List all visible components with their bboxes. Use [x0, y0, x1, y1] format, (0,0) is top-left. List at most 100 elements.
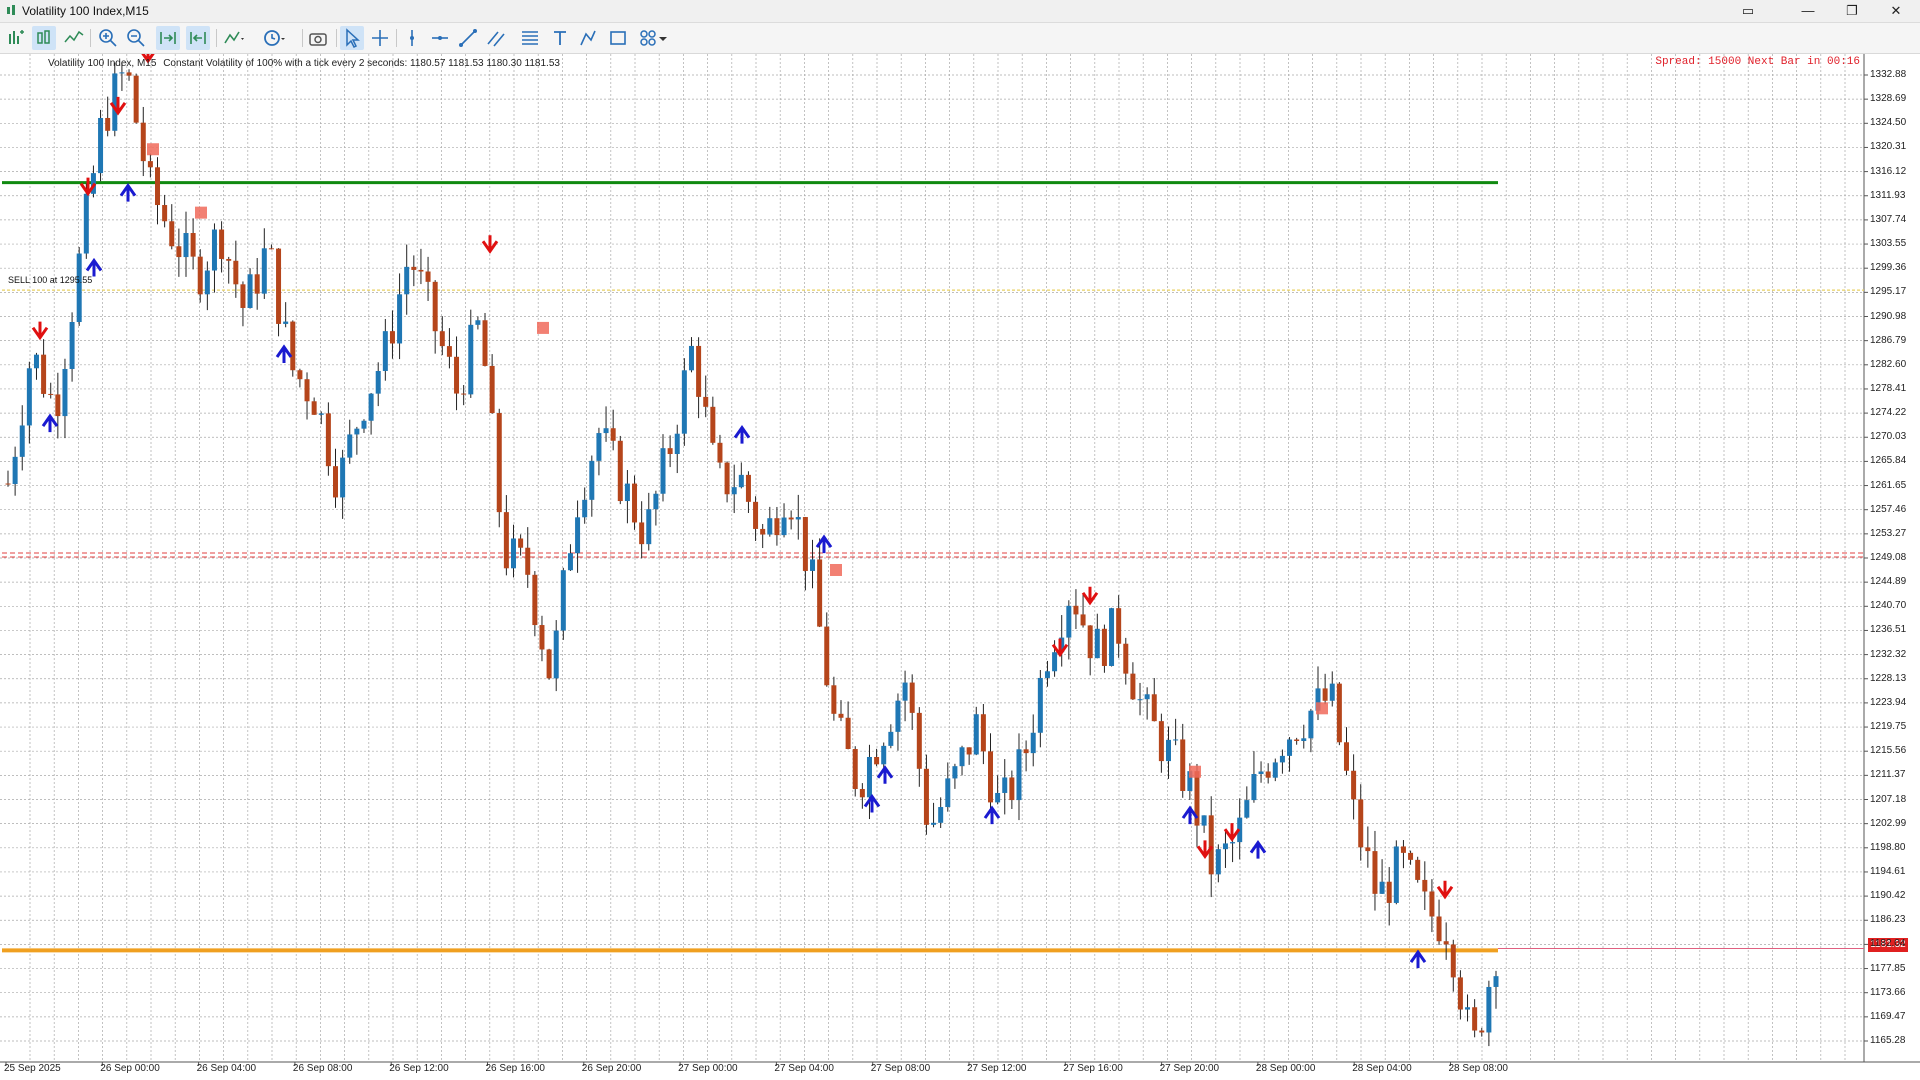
bull-candle: [1137, 699, 1143, 701]
bull-candle: [204, 270, 210, 295]
bear-candle: [268, 248, 274, 250]
chart-shift-icon[interactable]: [186, 26, 210, 50]
y-tick-label: 1244.89: [1870, 576, 1907, 588]
bear-candle: [454, 356, 460, 394]
bear-candle: [325, 413, 331, 467]
bull-candle: [1222, 843, 1228, 850]
bear-candle: [254, 274, 260, 294]
bear-candle: [1386, 881, 1392, 903]
y-tick-label: 1240.70: [1870, 600, 1907, 612]
bear-candle: [1208, 815, 1214, 875]
bear-candle: [197, 256, 203, 295]
bull-candle: [866, 756, 872, 798]
bear-candle: [219, 229, 225, 259]
bull-candle: [1329, 683, 1335, 701]
text-tool-icon[interactable]: [548, 26, 572, 50]
y-tick-label: 1194.61: [1870, 865, 1906, 877]
bear-candle: [1436, 916, 1442, 942]
maximize-button[interactable]: ❐: [1846, 3, 1858, 18]
arrows-tool-icon[interactable]: [576, 26, 600, 50]
spread-info: Spread: 15000 Next Bar in 00:16: [1655, 56, 1860, 68]
candlestick-chart-icon[interactable]: [32, 26, 56, 50]
sell-signal-arrow-icon: [1436, 880, 1454, 900]
x-tick-label: 28 Sep 00:00: [1255, 1063, 1316, 1074]
bear-candle: [717, 442, 723, 463]
bull-candle: [1052, 652, 1058, 672]
bull-candle: [938, 807, 944, 823]
shapes-icon[interactable]: [606, 26, 630, 50]
bear-candle: [5, 483, 11, 485]
close-button[interactable]: ✕: [1890, 3, 1902, 18]
fibonacci-icon[interactable]: [518, 26, 542, 50]
bear-candle: [1101, 628, 1107, 666]
y-tick-label: 1274.22: [1870, 407, 1907, 419]
y-tick-label: 1211.37: [1870, 769, 1906, 781]
crosshair-icon[interactable]: [368, 26, 392, 50]
bull-candle: [795, 517, 801, 520]
bull-candle: [660, 448, 666, 494]
bear-candle: [753, 501, 759, 529]
bear-candle: [432, 281, 438, 332]
bull-candle: [1379, 881, 1385, 894]
buy-signal-arrow-icon: [85, 257, 103, 277]
horizontal-line-icon[interactable]: [428, 26, 452, 50]
bear-candle: [425, 271, 431, 282]
window-title: Volatility 100 Index,M15: [22, 4, 149, 18]
bear-candle: [496, 413, 502, 513]
bear-candle: [518, 538, 524, 548]
bear-candle: [546, 649, 552, 679]
objects-dropdown-icon[interactable]: [656, 26, 670, 50]
y-tick-label: 1261.65: [1870, 479, 1907, 491]
bull-candle: [1066, 605, 1072, 638]
chart-toolbar: [0, 23, 1920, 54]
close-marker-icon: [147, 143, 159, 156]
price-chart[interactable]: [0, 54, 1920, 1080]
y-tick-label: 1173.66: [1870, 986, 1906, 998]
bull-candle: [781, 517, 787, 536]
chart-window-icon[interactable]: ▭: [1741, 3, 1755, 18]
cursor-icon[interactable]: [340, 26, 364, 50]
zoom-in-icon[interactable]: [96, 26, 120, 50]
autoscroll-icon[interactable]: [156, 26, 180, 50]
bull-candle: [183, 233, 189, 258]
bull-candle: [596, 433, 602, 461]
bull-candle: [1308, 710, 1314, 739]
chart-ohlc: 1180.57 1181.53 1180.30 1181.53: [410, 58, 560, 69]
bear-candle: [147, 161, 153, 168]
vertical-line-icon[interactable]: [400, 26, 424, 50]
y-tick-label: 1295.17: [1870, 286, 1907, 298]
sell-signal-arrow-icon: [1081, 586, 1099, 606]
sell-signal-arrow-icon: [1051, 638, 1069, 658]
buy-signal-arrow-icon: [1249, 840, 1267, 859]
chart-area[interactable]: [0, 54, 1920, 1080]
bear-candle: [1023, 749, 1029, 754]
bear-candle: [874, 756, 880, 765]
indicators-icon[interactable]: [222, 26, 246, 50]
x-tick-label: 27 Sep 08:00: [870, 1063, 931, 1074]
bull-candle: [1393, 846, 1399, 903]
close-marker-icon: [537, 321, 549, 334]
bull-candle: [895, 700, 901, 732]
objects-icon[interactable]: [636, 26, 660, 50]
x-tick-label: 26 Sep 00:00: [100, 1063, 160, 1074]
bear-candle: [411, 266, 417, 270]
bear-candle: [1265, 771, 1271, 778]
trend-line-icon[interactable]: [456, 26, 480, 50]
minimize-button[interactable]: —: [1801, 3, 1815, 18]
bull-candle: [26, 368, 32, 426]
y-tick-label: 1232.32: [1870, 648, 1907, 660]
close-marker-icon: [1189, 765, 1201, 778]
line-chart-icon[interactable]: [62, 26, 86, 50]
sell-order-label[interactable]: SELL 100 at 1295.55: [8, 275, 93, 285]
bear-candle: [1351, 770, 1357, 800]
bear-candle: [774, 518, 780, 536]
periods-clock-icon[interactable]: [262, 26, 286, 50]
bear-candle: [389, 331, 395, 344]
screenshot-icon[interactable]: [306, 26, 330, 50]
zoom-out-icon[interactable]: [124, 26, 148, 50]
channel-icon[interactable]: [484, 26, 508, 50]
x-tick-label: 26 Sep 12:00: [389, 1063, 449, 1074]
bull-candle: [397, 294, 403, 344]
bear-candle: [639, 522, 645, 545]
new-chart-icon[interactable]: [4, 26, 28, 50]
